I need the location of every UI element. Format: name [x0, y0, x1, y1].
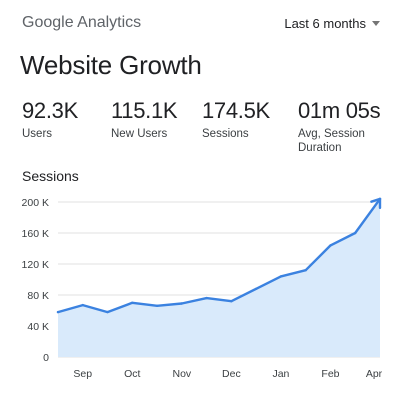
data-point — [180, 302, 183, 305]
caret-down-icon — [372, 21, 380, 27]
metric-users: 92.3K Users — [22, 98, 78, 141]
metric-new-users: 115.1K New Users — [111, 98, 178, 141]
data-point — [354, 231, 357, 235]
metric-label: Sessions — [202, 128, 249, 140]
sessions-line — [56, 197, 382, 314]
brand-analytics: Analytics — [77, 14, 142, 31]
sessions-chart: 200 K 160 K 120 K 80 K 40 K 0 Sep Oct Nov Dec Jan F… — [22, 197, 383, 380]
y-tick-label: 80 K — [27, 290, 49, 302]
brand-google: Google — [22, 14, 74, 31]
y-tick-label: 0 — [43, 352, 49, 364]
metric-value: 92.3K — [22, 98, 78, 123]
x-tick-label: Sep — [73, 368, 92, 380]
y-tick-label: 40 K — [27, 321, 49, 333]
date-range-dropdown[interactable]: Last 6 months — [284, 16, 380, 31]
x-tick-label: Dec — [222, 368, 241, 380]
header: Google Analytics Last 6 months — [22, 12, 380, 38]
date-range-label: Last 6 months — [284, 16, 366, 31]
data-point — [81, 303, 85, 307]
data-point — [304, 269, 307, 272]
x-tick-label: Jan — [272, 368, 289, 380]
x-tick-label: Apr — [366, 368, 383, 380]
y-tick-label: 120 K — [22, 259, 49, 271]
metric-label: Avg, Session Duration — [298, 128, 365, 154]
x-tick-label: Oct — [124, 368, 140, 380]
app-logo: Google Analytics — [22, 14, 141, 32]
metric-value: 115.1K — [111, 98, 178, 123]
page-title: Website Growth — [20, 50, 202, 80]
data-point — [329, 244, 332, 247]
x-tick-label: Nov — [173, 368, 192, 380]
metric-label: New Users — [111, 128, 168, 140]
data-point — [155, 304, 159, 307]
sessions-area — [58, 198, 380, 357]
metric-value: 01m 05s — [298, 98, 381, 123]
data-point — [230, 300, 233, 303]
data-point — [106, 310, 109, 314]
data-point — [279, 275, 283, 278]
x-tick-label: Feb — [321, 368, 339, 380]
metric-sessions: 174.5K Sessions — [202, 98, 270, 141]
data-point — [131, 301, 134, 304]
data-point — [255, 287, 258, 290]
y-tick-label: 200 K — [22, 197, 49, 209]
metric-value: 174.5K — [202, 98, 270, 123]
data-point — [205, 296, 208, 300]
metric-avg-session-duration: 01m 05s Avg, Session Duration — [298, 98, 394, 155]
data-point — [56, 310, 60, 314]
metric-label: Users — [22, 128, 53, 140]
chart-title: Sessions — [22, 168, 79, 184]
y-tick-label: 160 K — [22, 228, 49, 240]
trend-arrow-icon — [370, 197, 382, 210]
